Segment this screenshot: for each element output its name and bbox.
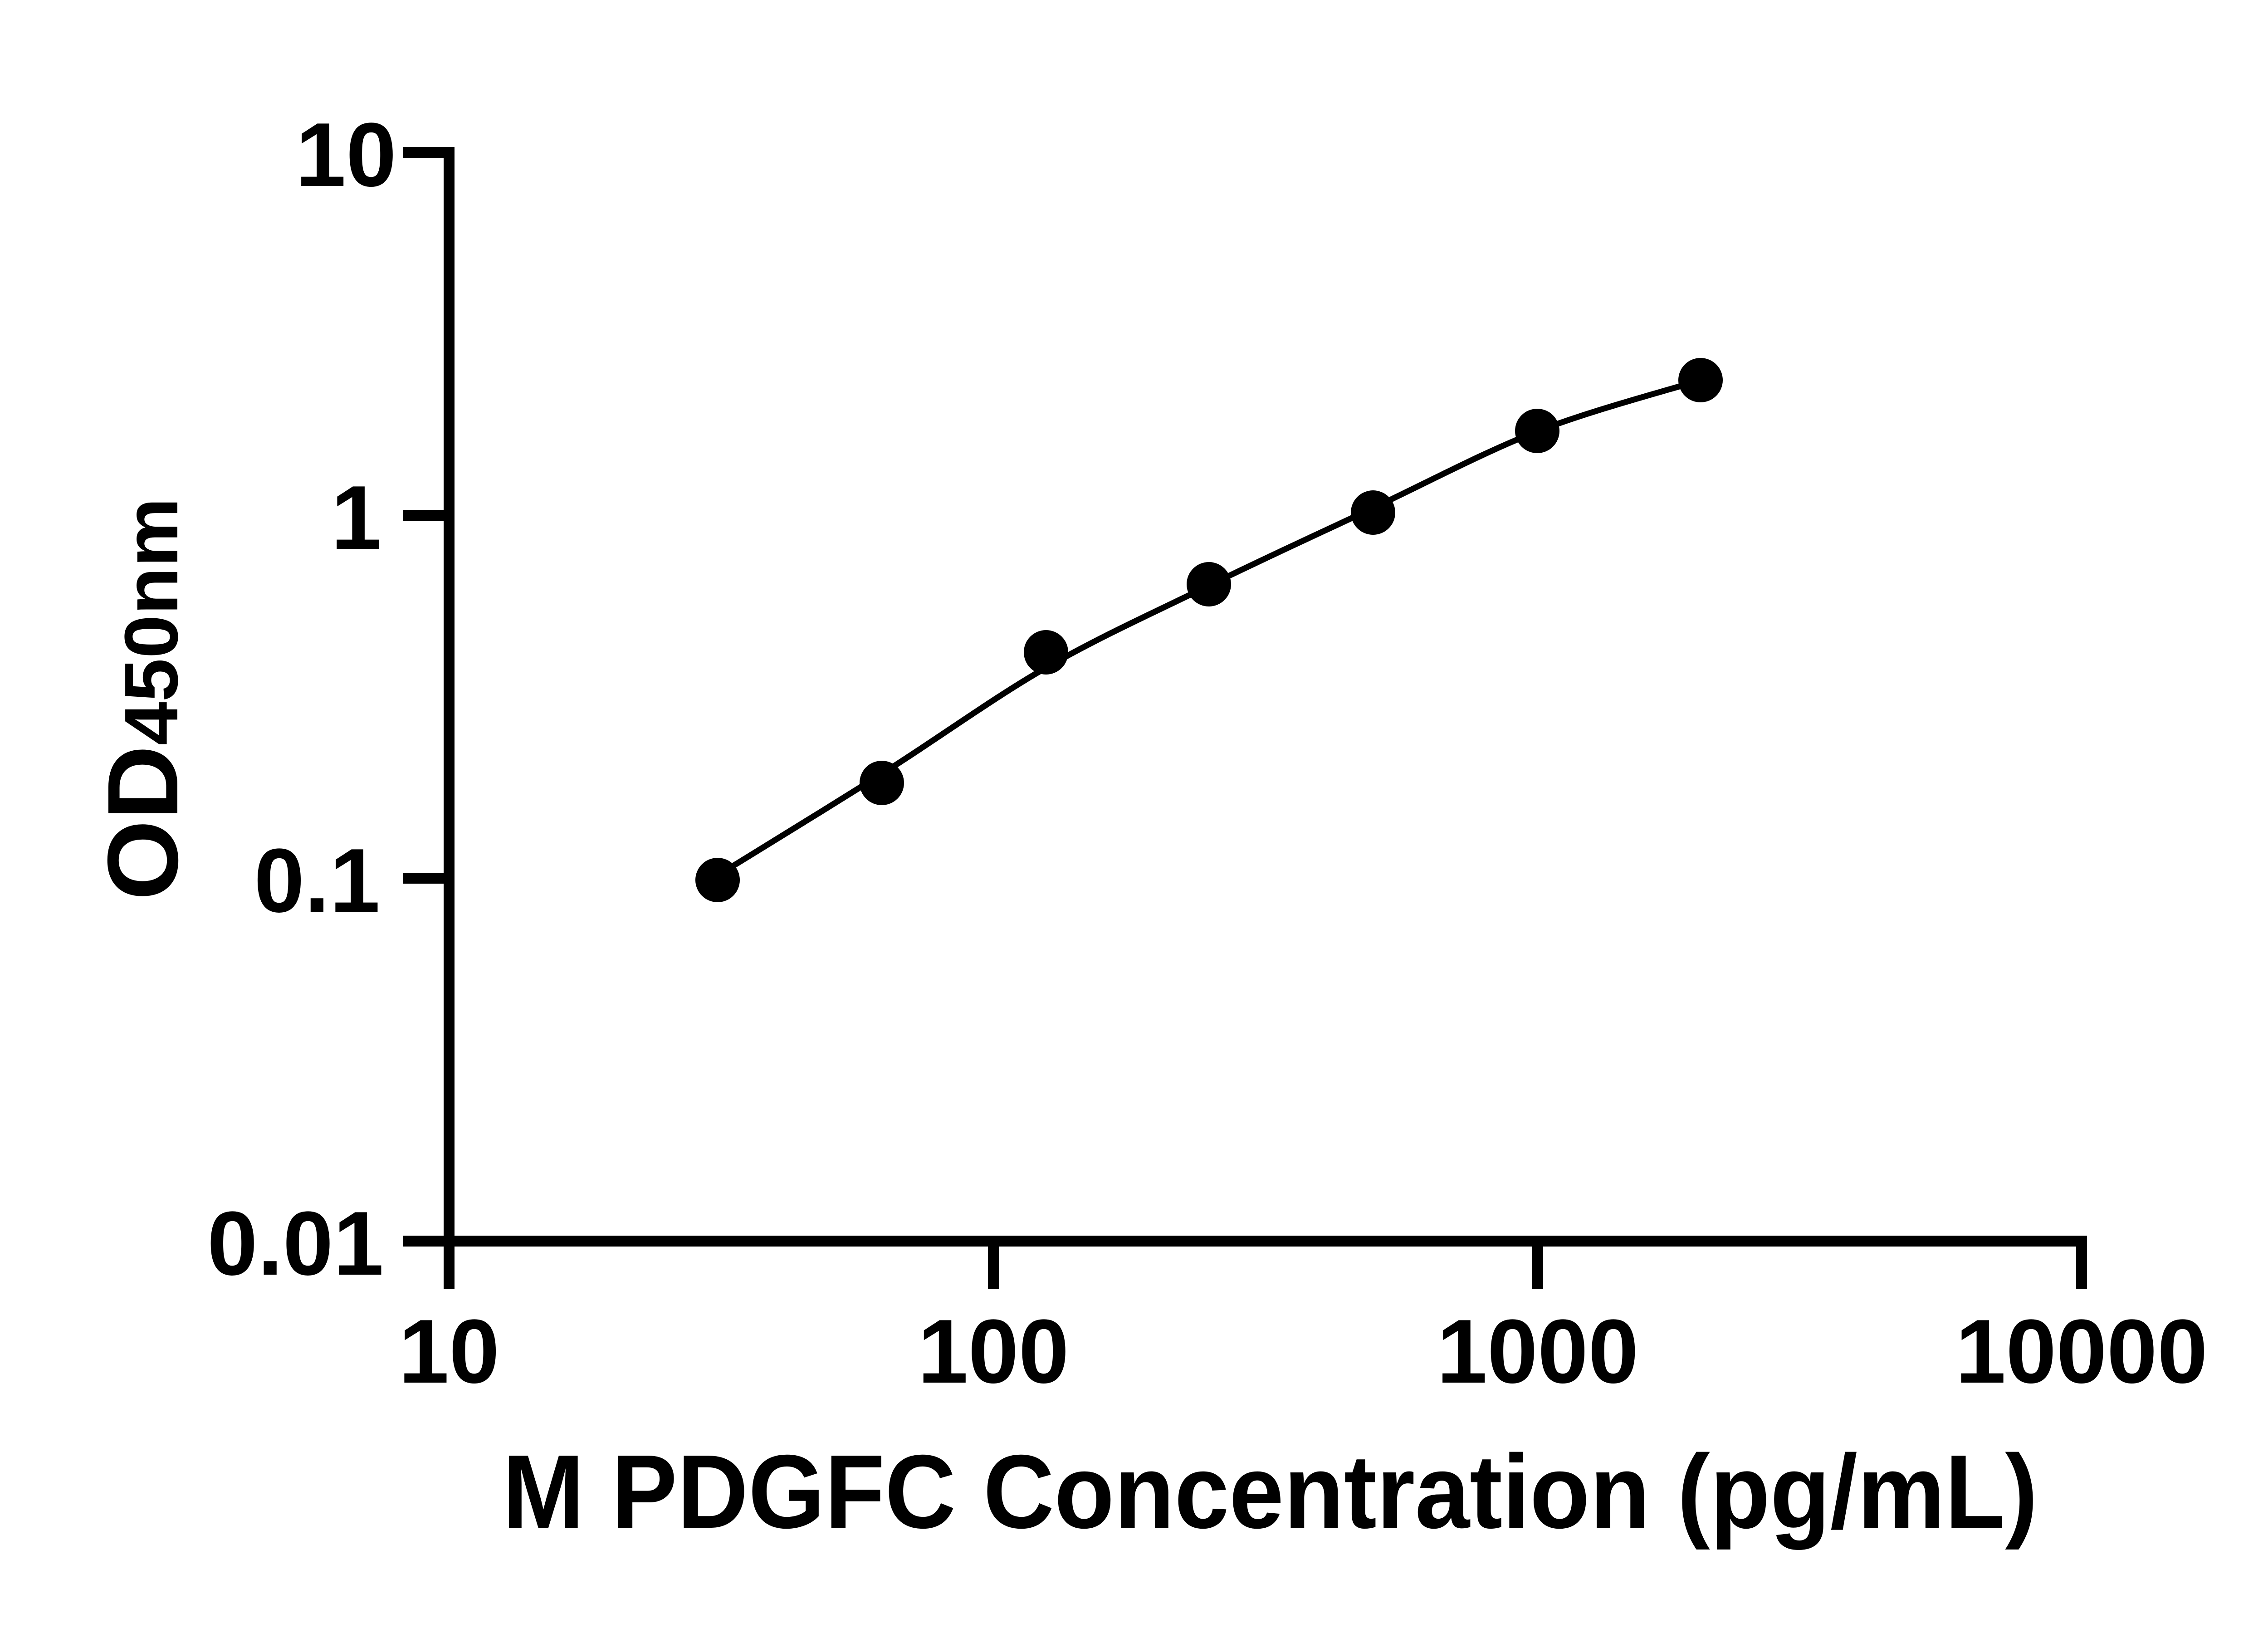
svg-text:10000: 10000 — [1955, 1301, 2208, 1402]
svg-text:M PDGFC Concentration (pg/mL): M PDGFC Concentration (pg/mL) — [503, 1433, 2038, 1550]
svg-text:1: 1 — [331, 467, 381, 568]
svg-text:10: 10 — [399, 1301, 499, 1402]
svg-text:100: 100 — [918, 1301, 1069, 1402]
svg-text:0.1: 0.1 — [254, 830, 380, 931]
svg-text:10: 10 — [296, 104, 396, 205]
svg-text:1000: 1000 — [1437, 1301, 1639, 1402]
svg-text:0.01: 0.01 — [207, 1193, 384, 1294]
